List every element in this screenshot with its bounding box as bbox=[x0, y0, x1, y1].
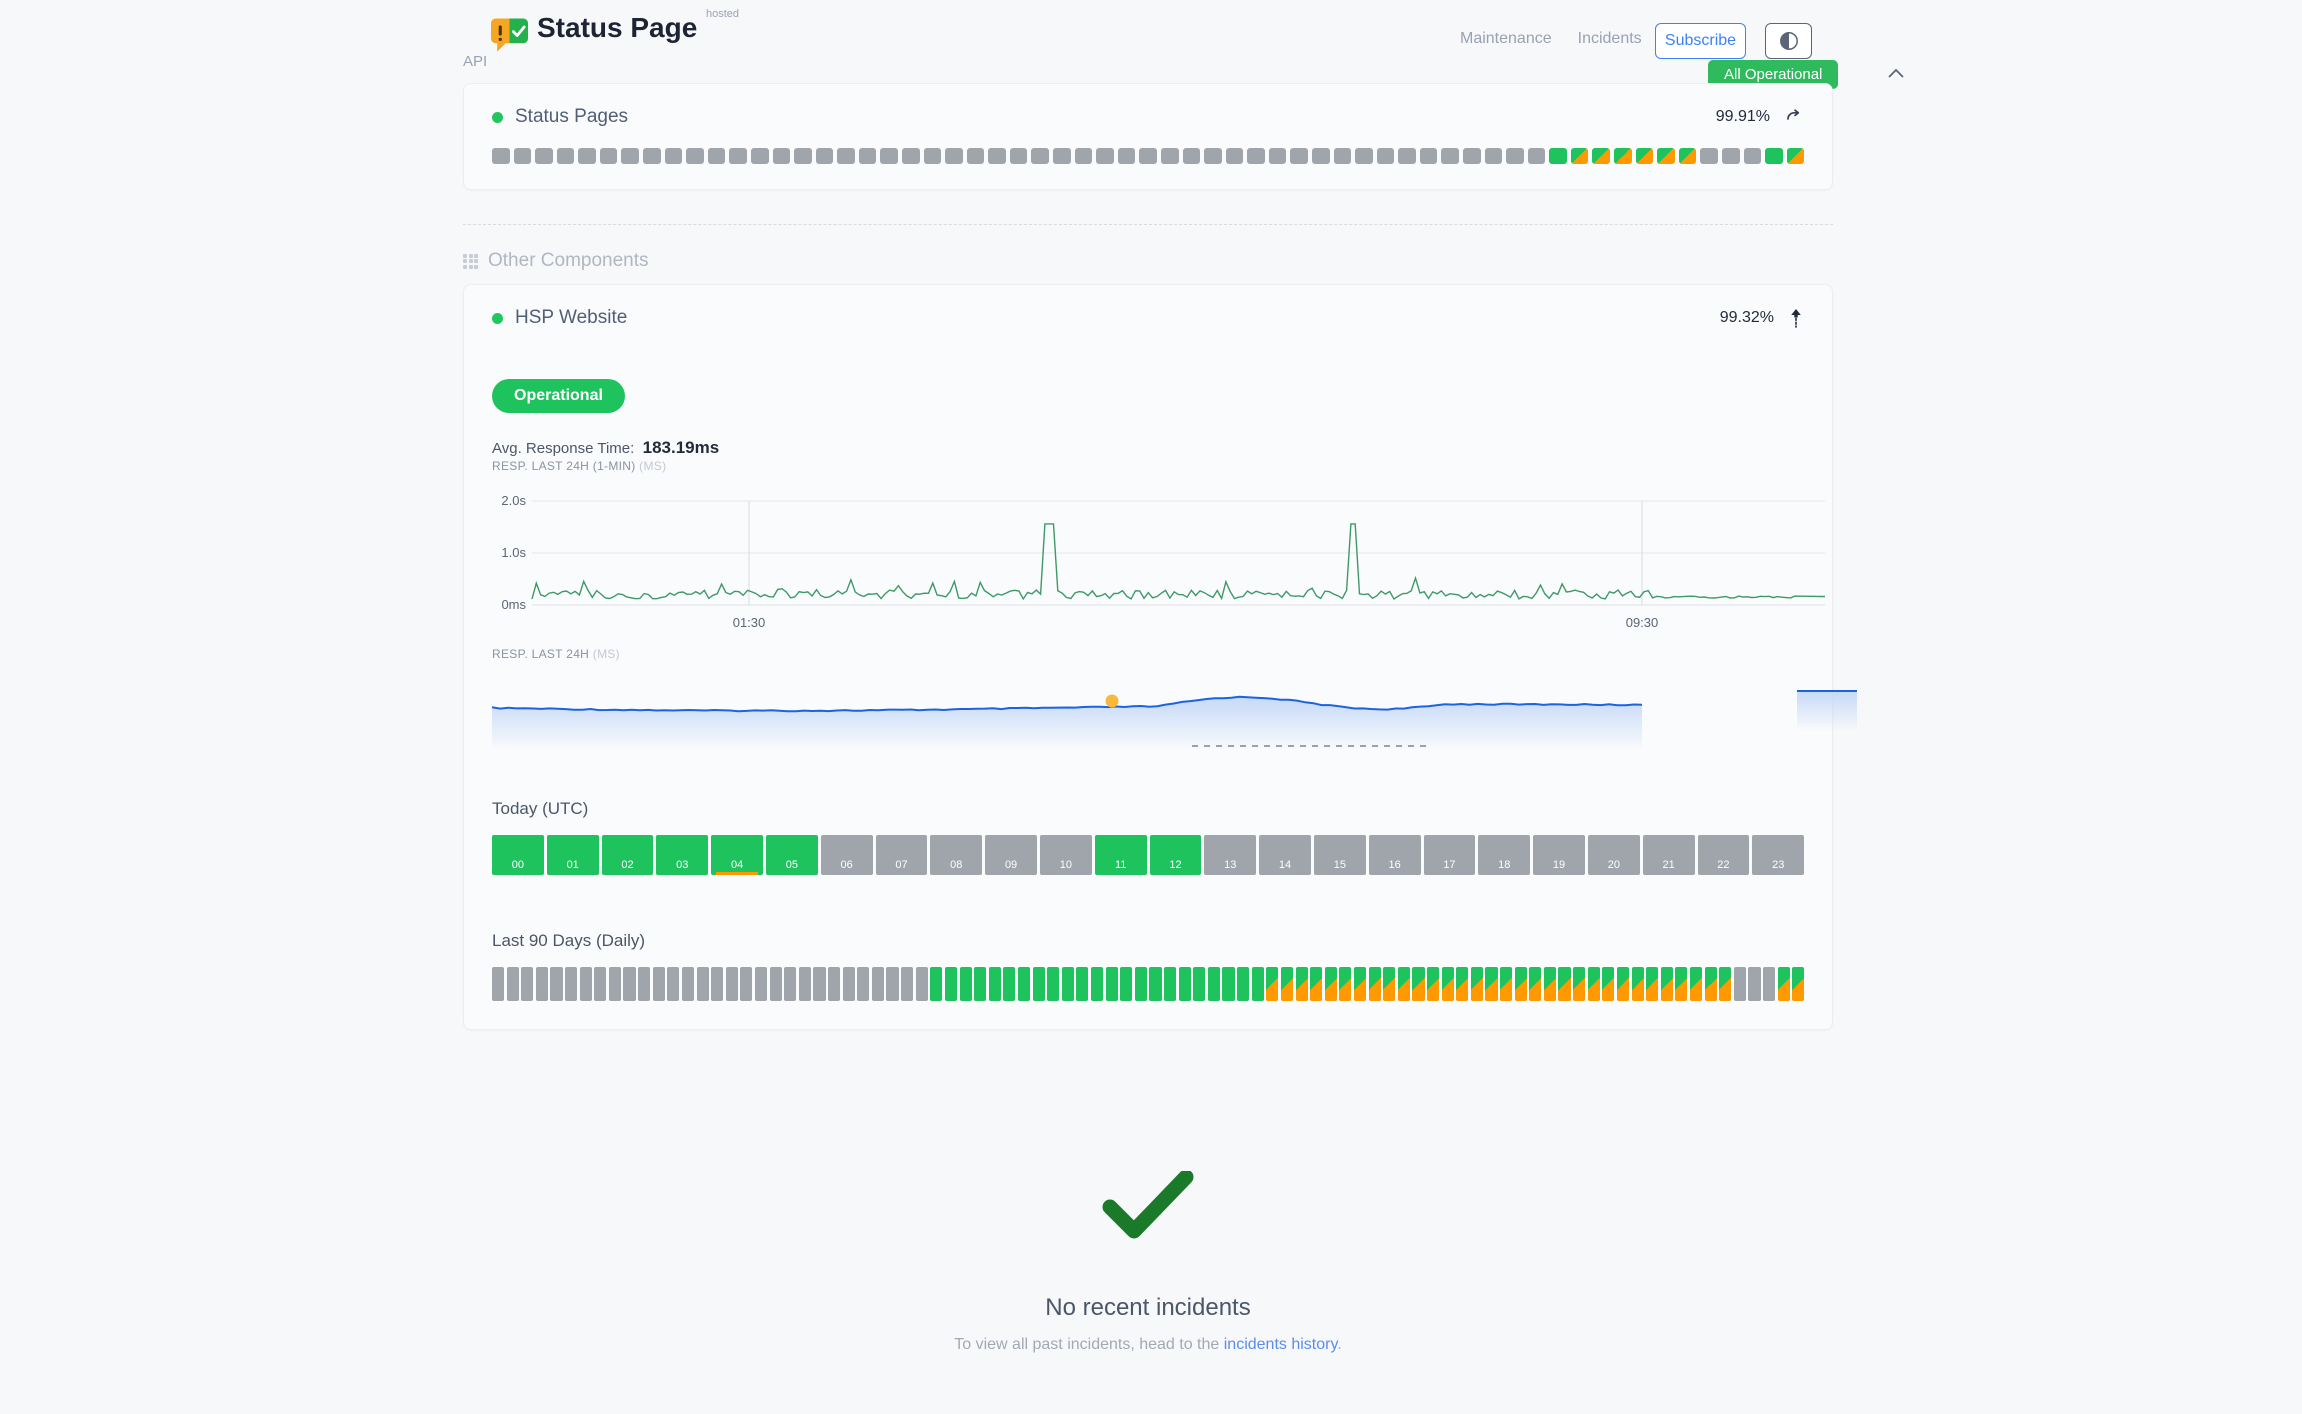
svg-text:01:30: 01:30 bbox=[733, 615, 766, 630]
svg-text:0ms: 0ms bbox=[501, 597, 526, 612]
svg-text:2.0s: 2.0s bbox=[501, 493, 526, 508]
svg-text:1.0s: 1.0s bbox=[501, 545, 526, 560]
svg-text:09:30: 09:30 bbox=[1626, 615, 1659, 630]
